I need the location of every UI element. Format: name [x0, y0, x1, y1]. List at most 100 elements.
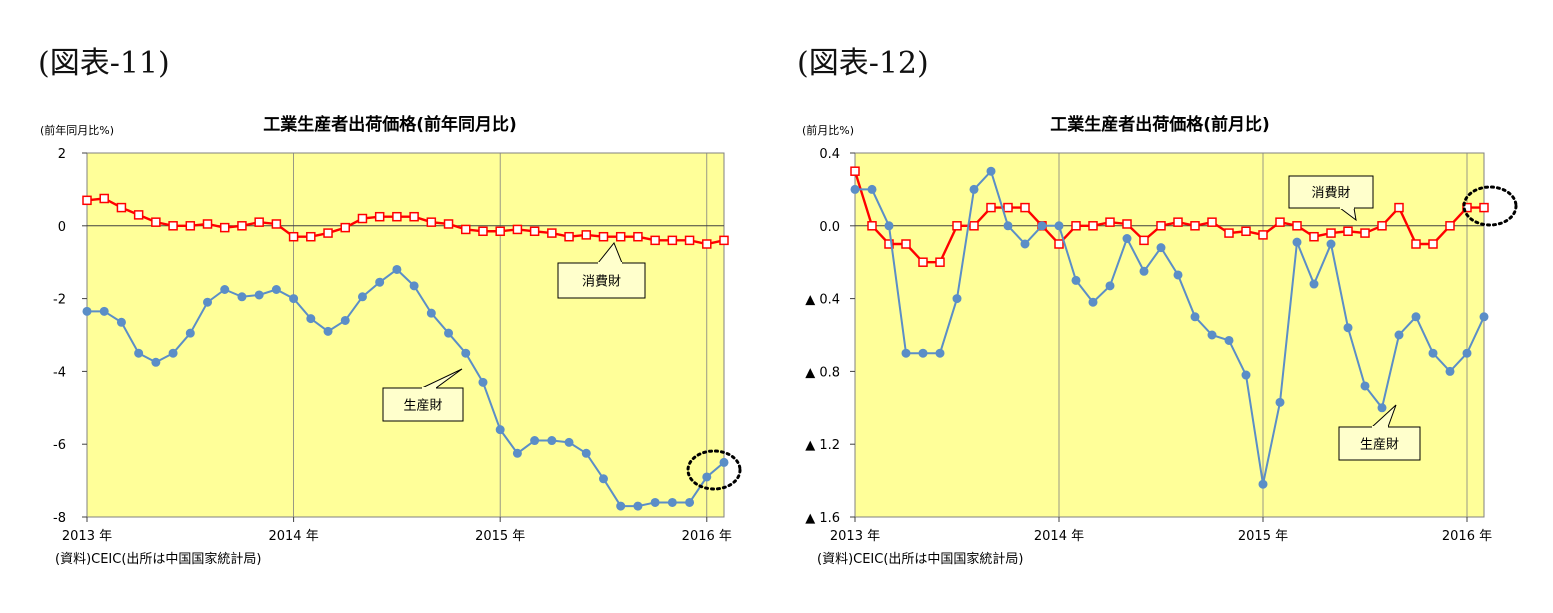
data-point	[271, 219, 282, 229]
data-point	[443, 219, 454, 229]
data-point	[547, 228, 557, 238]
data-point	[986, 166, 996, 176]
chart-mom: 工業生産者出荷価格(前月比) (前月比%) (資料)CEIC(出所は中国国家統計…	[802, 114, 1518, 567]
figure-heading-11: (図表-11)	[38, 46, 170, 81]
data-point	[616, 501, 626, 511]
data-point	[185, 328, 195, 338]
data-point	[884, 221, 894, 231]
data-point	[952, 221, 962, 231]
data-point	[1190, 312, 1200, 322]
y-tick-label: 0.4	[819, 147, 840, 162]
data-point	[116, 317, 126, 327]
source-note: (資料)CEIC(出所は中国国家統計局)	[55, 551, 262, 567]
data-point	[719, 457, 729, 467]
data-point	[444, 328, 454, 338]
data-point	[357, 292, 367, 302]
y-tick-label: -8	[53, 511, 66, 526]
data-point	[478, 377, 488, 387]
data-point	[1071, 221, 1081, 231]
data-point	[1394, 330, 1404, 340]
chart-yoy: 工業生産者出荷価格(前年同月比) (前年同月比%) (資料)CEIC(出所は中国…	[40, 114, 742, 567]
data-point	[850, 184, 860, 194]
y-tick-label: -2	[53, 293, 66, 308]
source-note: (資料)CEIC(出所は中国国家統計局)	[817, 551, 1024, 567]
data-point	[409, 211, 419, 222]
data-point	[1360, 228, 1370, 238]
callout-label: 生産財	[403, 398, 442, 414]
data-point	[1360, 381, 1370, 391]
callout-label: 消費財	[582, 275, 621, 290]
data-point	[529, 226, 540, 237]
data-point	[1054, 221, 1064, 231]
y-tick-label: 0	[58, 220, 66, 235]
data-point	[1241, 226, 1251, 237]
chart-title: 工業生産者出荷価格(前年同月比)	[263, 114, 517, 135]
data-point	[1326, 239, 1336, 249]
data-point	[82, 306, 92, 316]
callout-box	[1338, 426, 1421, 461]
data-point	[564, 231, 574, 242]
data-point	[918, 257, 928, 267]
y-tick-label: ▲ 1.6	[805, 511, 840, 526]
data-point	[615, 231, 626, 242]
data-point	[202, 219, 213, 229]
data-point	[650, 235, 660, 246]
plot-area	[854, 152, 1485, 518]
data-point	[1394, 202, 1404, 213]
data-point	[935, 257, 945, 267]
data-point	[340, 315, 350, 325]
x-tick-label: 2014 年	[1034, 529, 1084, 544]
data-point	[952, 294, 962, 304]
data-point	[1190, 221, 1200, 231]
data-point	[375, 277, 385, 287]
data-point	[237, 221, 247, 231]
data-point	[1445, 366, 1455, 376]
data-point	[598, 231, 609, 242]
data-point	[1428, 239, 1438, 249]
data-point	[323, 326, 333, 336]
chart-title: 工業生産者出荷価格(前月比)	[1050, 114, 1270, 135]
data-point	[969, 221, 979, 231]
data-point	[986, 202, 996, 213]
y-tick-label: ▲ 0.8	[805, 365, 840, 380]
data-point	[219, 222, 230, 233]
data-point	[1411, 312, 1421, 322]
data-point	[133, 210, 144, 220]
data-point	[306, 231, 316, 242]
callout-box	[382, 387, 464, 422]
data-point	[1088, 297, 1098, 307]
data-point	[1156, 243, 1166, 253]
data-point	[1377, 221, 1387, 231]
plot-area	[86, 152, 725, 518]
data-point	[512, 224, 523, 235]
y-tick-label: ▲ 1.2	[805, 438, 840, 453]
data-point	[1122, 219, 1132, 229]
data-point	[168, 221, 178, 231]
data-point	[116, 202, 127, 213]
data-point	[254, 290, 264, 300]
callout-label: 消費財	[1311, 186, 1350, 201]
data-point	[426, 217, 437, 227]
data-point	[1105, 217, 1115, 227]
y-tick-label: 0.0	[819, 220, 840, 235]
data-point	[719, 235, 729, 246]
data-point	[392, 264, 402, 274]
data-point	[323, 228, 333, 238]
data-point	[409, 281, 419, 291]
data-point	[1105, 281, 1115, 291]
y-tick-label: -6	[53, 438, 66, 453]
data-point	[564, 437, 574, 447]
callout-label: 生産財	[1360, 437, 1399, 453]
data-point	[867, 184, 877, 194]
data-point	[461, 348, 471, 358]
x-tick-label: 2015 年	[475, 529, 525, 544]
data-point	[340, 222, 350, 233]
data-point	[581, 230, 592, 240]
data-point	[1377, 403, 1387, 413]
data-point	[685, 497, 695, 507]
y-tick-label: 2	[58, 147, 66, 162]
series-line	[855, 169, 1485, 485]
y-axis-label: (前年同月比%)	[40, 123, 114, 137]
data-point	[1241, 370, 1251, 380]
data-point	[151, 217, 161, 227]
